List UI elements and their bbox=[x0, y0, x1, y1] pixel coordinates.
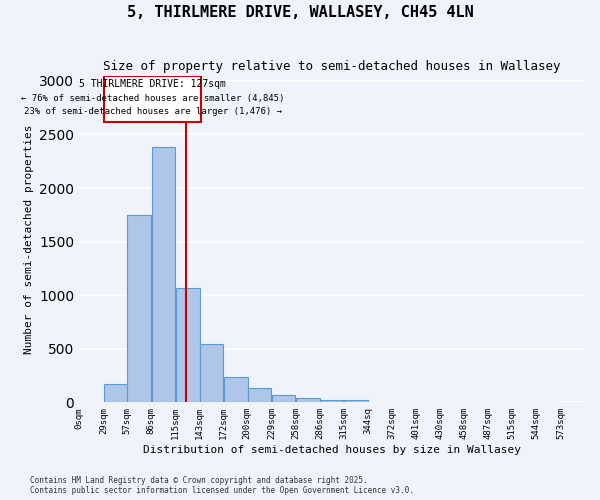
Bar bbox=[104, 384, 127, 402]
Bar bbox=[224, 376, 248, 402]
Bar bbox=[152, 148, 175, 402]
Bar bbox=[248, 388, 271, 402]
Bar bbox=[200, 344, 223, 403]
Bar bbox=[296, 398, 320, 402]
Text: 23% of semi-detached houses are larger (1,476) →: 23% of semi-detached houses are larger (… bbox=[23, 108, 281, 116]
Bar bbox=[127, 215, 151, 402]
X-axis label: Distribution of semi-detached houses by size in Wallasey: Distribution of semi-detached houses by … bbox=[143, 445, 521, 455]
Text: 5, THIRLMERE DRIVE, WALLASEY, CH45 4LN: 5, THIRLMERE DRIVE, WALLASEY, CH45 4LN bbox=[127, 5, 473, 20]
Bar bbox=[320, 400, 343, 402]
Title: Size of property relative to semi-detached houses in Wallasey: Size of property relative to semi-detach… bbox=[103, 60, 561, 73]
Text: ← 76% of semi-detached houses are smaller (4,845): ← 76% of semi-detached houses are smalle… bbox=[21, 94, 284, 102]
Bar bbox=[176, 288, 200, 403]
Bar bbox=[272, 395, 295, 402]
Bar bbox=[104, 76, 201, 122]
Text: 5 THIRLMERE DRIVE: 127sqm: 5 THIRLMERE DRIVE: 127sqm bbox=[79, 79, 226, 89]
Y-axis label: Number of semi-detached properties: Number of semi-detached properties bbox=[23, 124, 34, 354]
Text: Contains HM Land Registry data © Crown copyright and database right 2025.
Contai: Contains HM Land Registry data © Crown c… bbox=[30, 476, 414, 495]
Bar bbox=[344, 400, 368, 402]
